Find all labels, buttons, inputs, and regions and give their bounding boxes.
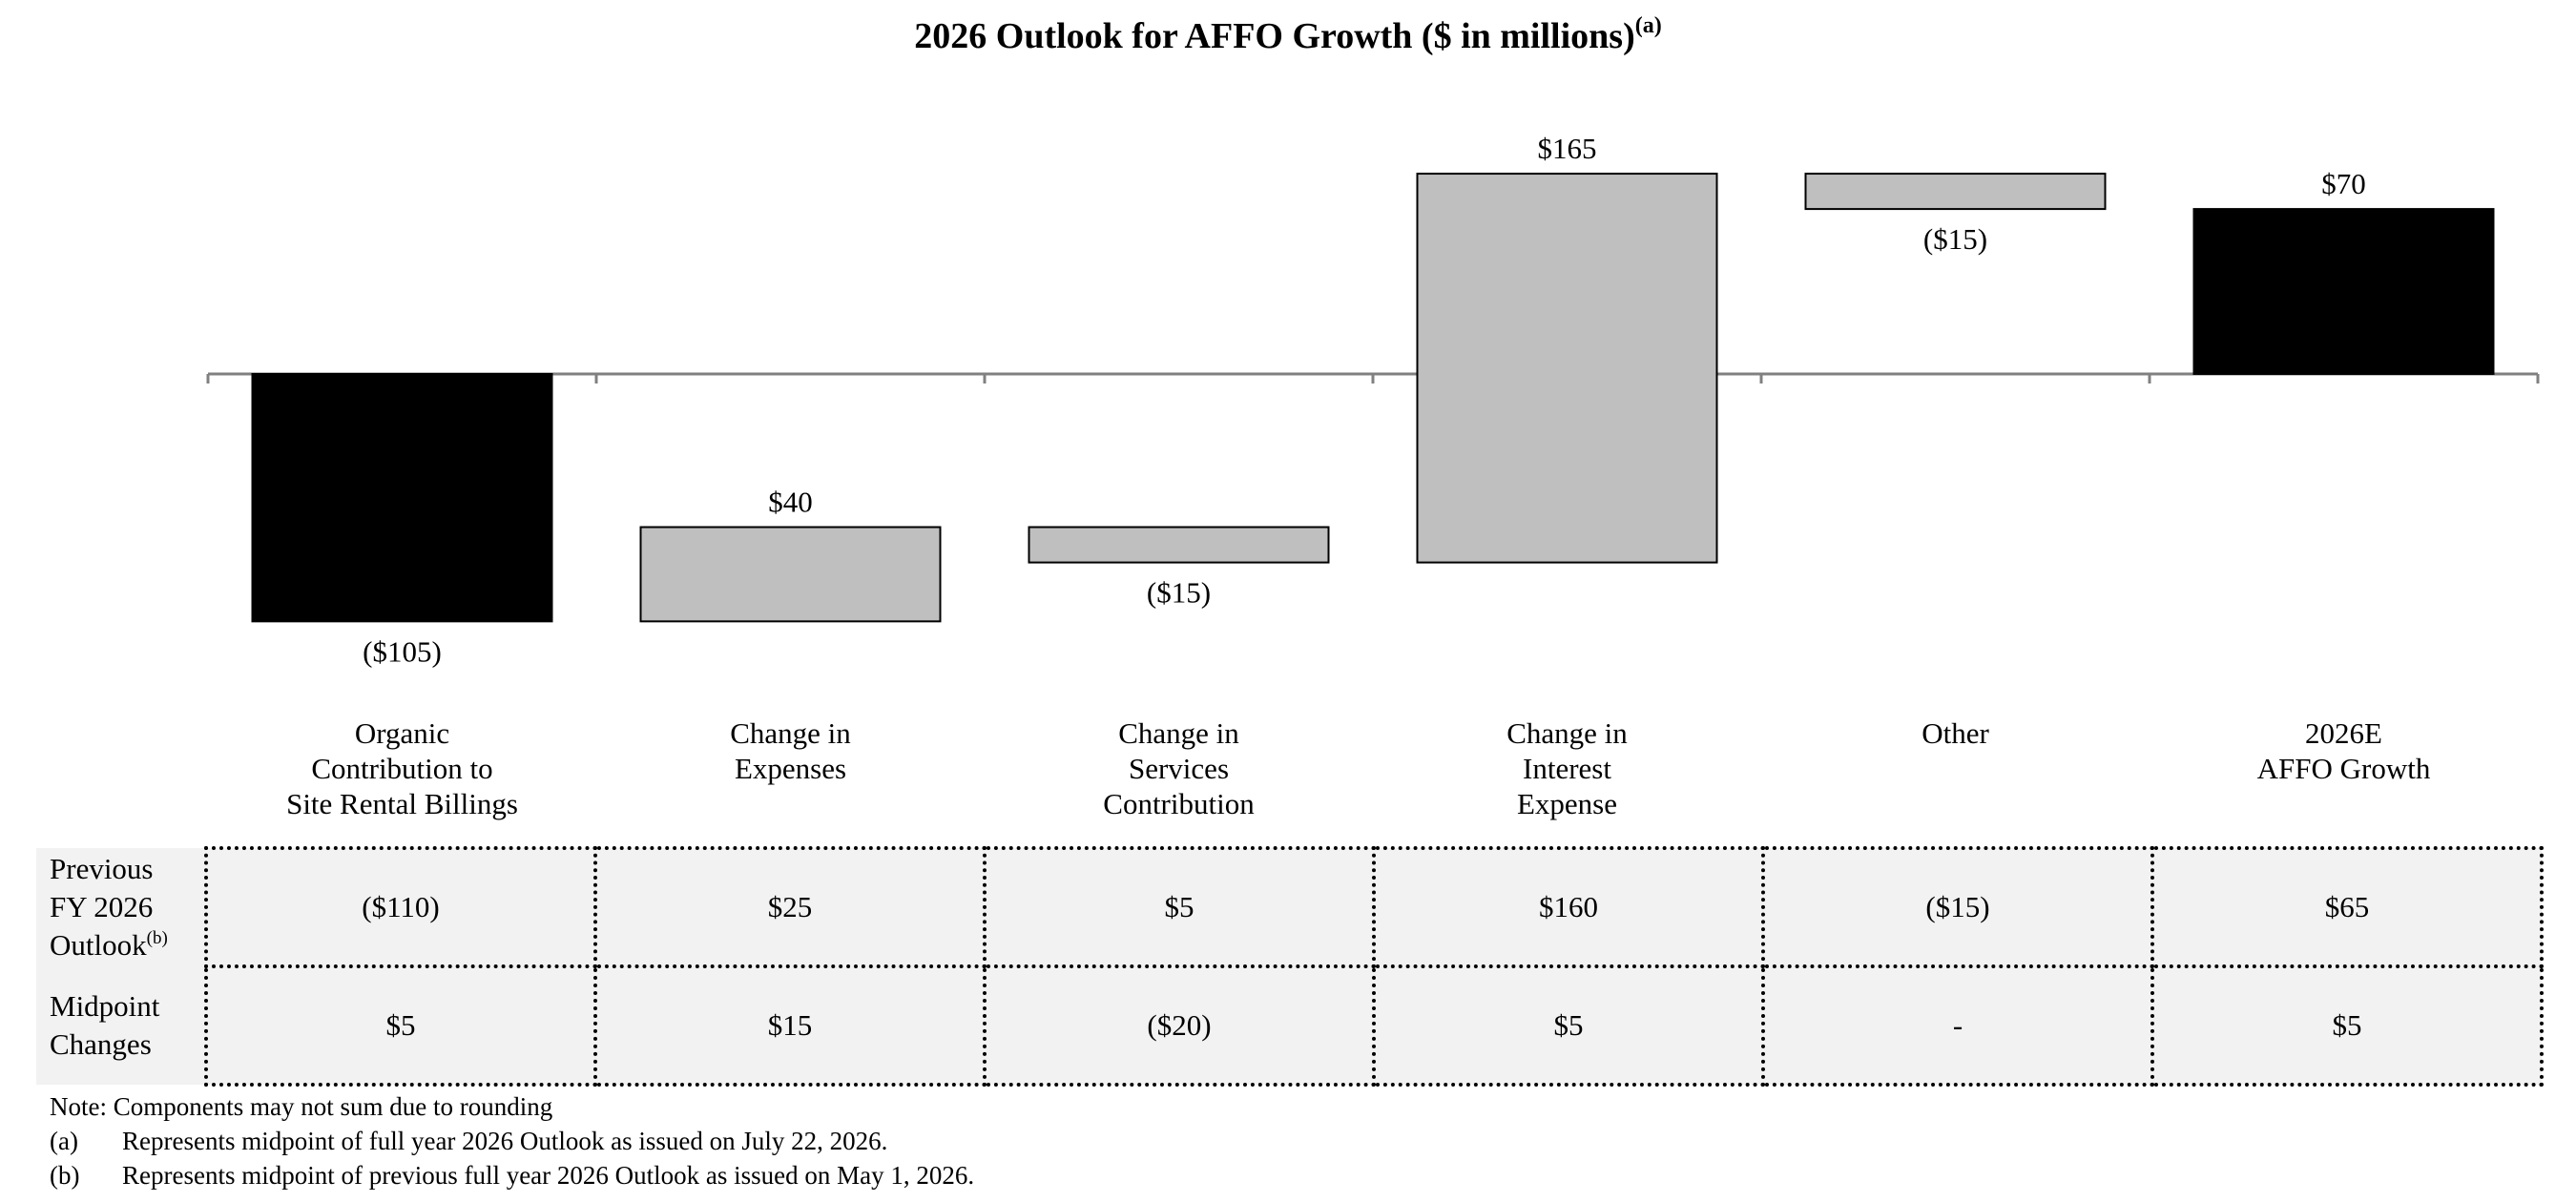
row-header-line: Midpoint	[50, 989, 160, 1023]
chart-title-text: 2026 Outlook for AFFO Growth ($ in milli…	[914, 16, 1635, 56]
data-label-1: ($105)	[363, 634, 442, 668]
bar-2	[639, 526, 942, 623]
row-header-midpoint-changes: Midpoint Changes	[36, 966, 206, 1085]
bar-4	[1416, 173, 1718, 564]
chart-title: 2026 Outlook for AFFO Growth ($ in milli…	[0, 13, 2576, 57]
footnote-b: (b) Represents midpoint of previous full …	[50, 1158, 974, 1192]
table-row-midpoint-changes: Midpoint Changes $5 $15 ($20) $5 - $5	[36, 964, 2544, 1087]
row-header-footnote-mark: (b)	[146, 928, 168, 948]
table-cell: $160	[1372, 846, 1765, 968]
table-cell: $5	[2150, 964, 2544, 1087]
rounding-note: Note: Components may not sum due to roun…	[50, 1092, 553, 1121]
table-cell: $5	[1372, 964, 1765, 1087]
category-label-expenses: Change in Expenses	[730, 716, 851, 785]
category-label-other: Other	[1922, 716, 1989, 750]
row-header-line: Outlook	[50, 928, 147, 962]
category-label-interest: Change in Interest Expense	[1506, 716, 1628, 820]
footnote-a-mark: (a)	[50, 1127, 78, 1155]
table-cell: $25	[593, 846, 987, 968]
footnote-a-text: Represents midpoint of full year 2026 Ou…	[122, 1127, 888, 1155]
bar-3	[1028, 526, 1330, 564]
category-label-services: Change in Services Contribution	[1103, 716, 1255, 820]
table-cell: $5	[983, 846, 1376, 968]
data-label-5: ($15)	[1923, 222, 1987, 256]
table-cell: $65	[2150, 846, 2544, 968]
row-header-line: Changes	[50, 1027, 152, 1061]
row-header-previous-outlook: Previous FY 2026 Outlook(b)	[36, 848, 206, 966]
bar-6	[2192, 208, 2495, 375]
row-header-line: Previous	[50, 852, 154, 885]
category-label-organic: Organic Contribution to Site Rental Bill…	[286, 716, 518, 820]
footnotes: Note: Components may not sum due to roun…	[50, 1089, 974, 1192]
data-label-4: $165	[1538, 132, 1597, 165]
data-label-3: ($15)	[1147, 576, 1211, 610]
footnote-a: (a) Represents midpoint of full year 2026…	[50, 1124, 974, 1158]
row-header-line: FY 2026	[50, 890, 154, 923]
bar-5	[1804, 173, 2107, 211]
table-cell: ($15)	[1761, 846, 2154, 968]
footnote-b-text: Represents midpoint of previous full yea…	[122, 1161, 975, 1190]
category-label-affo-growth: 2026E AFFO Growth	[2256, 716, 2431, 785]
table-cell: -	[1761, 964, 2154, 1087]
table-cell: ($110)	[204, 846, 597, 968]
data-label-2: $40	[768, 486, 813, 519]
outlook-comparison-table: Previous FY 2026 Outlook(b) ($110) $25 $5 …	[36, 846, 2544, 1087]
table-row-previous-outlook: Previous FY 2026 Outlook(b) ($110) $25 $5 …	[36, 846, 2544, 968]
table-cell: ($20)	[983, 964, 1376, 1087]
bar-1	[251, 373, 553, 623]
table-cell: $15	[593, 964, 987, 1087]
table-cell: $5	[204, 964, 597, 1087]
waterfall-chart: ($105) $40 ($15) $165 ($15) $70	[206, 132, 2540, 668]
footnote-b-mark: (b)	[50, 1161, 80, 1190]
chart-title-footnote-mark: (a)	[1634, 13, 1662, 38]
data-label-6: $70	[2321, 167, 2366, 200]
